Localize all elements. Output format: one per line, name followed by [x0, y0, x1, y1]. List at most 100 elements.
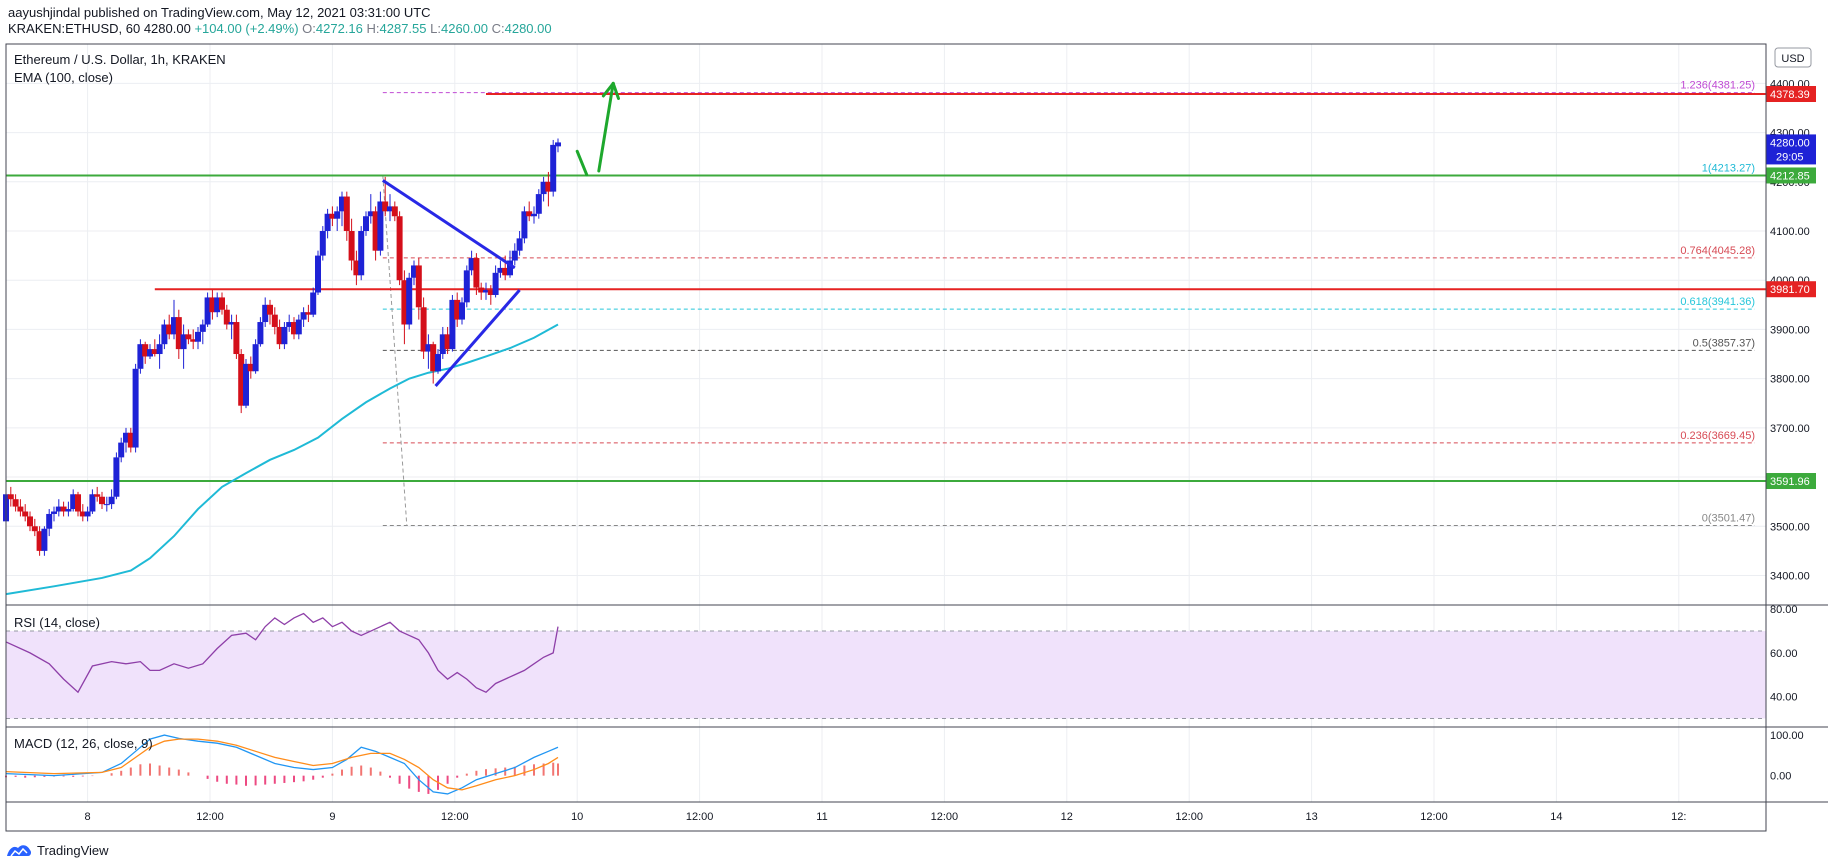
- candle: [459, 297, 465, 325]
- candle: [377, 191, 384, 256]
- candle: [204, 292, 211, 327]
- symbol-label: KRAKEN:ETHUSD, 60: [8, 21, 141, 36]
- rsi-tick: 40.00: [1770, 692, 1798, 704]
- candle: [478, 282, 485, 300]
- candle: [7, 486, 14, 507]
- candle: [406, 272, 413, 330]
- candle-body: [315, 255, 321, 293]
- fib-level-label: 0.236(3669.45): [1680, 430, 1755, 442]
- candle-body: [295, 319, 302, 335]
- candle-body: [531, 213, 537, 217]
- candle: [521, 206, 528, 244]
- candle: [70, 489, 77, 512]
- price-tick: 3500.00: [1770, 521, 1810, 533]
- candle: [247, 356, 254, 379]
- low-label: L:: [430, 21, 441, 36]
- trend-line: [381, 179, 516, 270]
- candle: [444, 326, 451, 355]
- currency-button[interactable]: USD: [1774, 47, 1812, 68]
- macd-tick: 0.00: [1770, 771, 1791, 783]
- time-tick: 12:00: [931, 811, 959, 823]
- candle-body: [411, 265, 417, 278]
- time-tick: 12:00: [196, 811, 224, 823]
- candle-body: [123, 432, 129, 443]
- candle-body: [420, 307, 427, 352]
- candle: [60, 501, 67, 517]
- candle: [281, 322, 288, 350]
- trend-line: [434, 289, 521, 388]
- price-axis-label-box: [1766, 473, 1816, 490]
- candle: [156, 334, 163, 369]
- price-axis-label-box: [1766, 167, 1816, 184]
- price-tick: 3800.00: [1770, 374, 1810, 386]
- currency-button-label: USD: [1781, 53, 1804, 65]
- macd-tick: 100.00: [1770, 730, 1804, 742]
- candle-body: [363, 216, 369, 231]
- candle: [430, 341, 437, 384]
- candle-body: [502, 267, 509, 276]
- candle: [223, 304, 230, 330]
- candle-body: [142, 344, 149, 357]
- candle: [391, 201, 398, 222]
- time-tick: 12: [1061, 811, 1073, 823]
- candle-body: [324, 213, 331, 231]
- close-value: 4280.00: [504, 21, 552, 36]
- price-tick: 3700.00: [1770, 423, 1810, 435]
- tradingview-footer[interactable]: TradingView: [6, 842, 109, 858]
- main-pane-title: Ethereum / U.S. Dollar, 1h, KRAKEN: [14, 52, 226, 67]
- candle-body: [473, 258, 480, 288]
- candle-body: [99, 496, 105, 505]
- arrow-head: [601, 81, 615, 98]
- candle-body: [401, 280, 408, 325]
- candle-body: [65, 509, 72, 512]
- candle: [358, 226, 365, 281]
- candle: [473, 253, 480, 295]
- candle-body: [459, 302, 465, 320]
- candle-body: [377, 201, 384, 251]
- candle-body: [60, 506, 67, 512]
- candle: [439, 326, 446, 359]
- candle: [103, 496, 110, 512]
- candle-body: [103, 504, 110, 506]
- candle-body: [166, 324, 173, 335]
- high-value: 4287.55: [379, 21, 427, 36]
- candle: [267, 299, 273, 325]
- candle-body: [286, 322, 293, 327]
- rsi-pane: [5, 612, 1766, 719]
- candle: [420, 297, 427, 359]
- candle: [415, 258, 422, 320]
- candle: [161, 319, 168, 350]
- candle-body: [46, 513, 53, 529]
- candle: [137, 339, 144, 374]
- price-axis-label-box: [1766, 281, 1816, 298]
- candle: [108, 489, 115, 510]
- candle-body: [185, 334, 192, 340]
- candle: [497, 260, 504, 278]
- candle-body: [27, 516, 33, 527]
- time-tick: 10: [571, 811, 583, 823]
- candle: [425, 334, 432, 369]
- candle: [46, 509, 53, 537]
- candle: [271, 307, 278, 335]
- candle-body: [108, 496, 115, 505]
- signal-line: [5, 738, 559, 791]
- rsi-tick: 60.00: [1770, 648, 1798, 660]
- candle-body: [382, 201, 389, 212]
- candle-body: [310, 292, 317, 315]
- author-name[interactable]: aayushjindal: [8, 5, 81, 20]
- candle: [295, 314, 302, 340]
- macd-line: [5, 734, 559, 795]
- candle-body: [449, 299, 456, 350]
- candle: [65, 501, 72, 517]
- candle: [334, 206, 341, 231]
- published-text: published on TradingView.com, May 12, 20…: [83, 5, 431, 20]
- candle-body: [51, 511, 57, 514]
- candle: [329, 206, 336, 227]
- candle-body: [84, 511, 91, 517]
- candle: [463, 265, 470, 308]
- time-tick: 9: [329, 811, 335, 823]
- candle: [214, 292, 221, 318]
- candle-body: [497, 267, 504, 273]
- candle: [175, 309, 182, 359]
